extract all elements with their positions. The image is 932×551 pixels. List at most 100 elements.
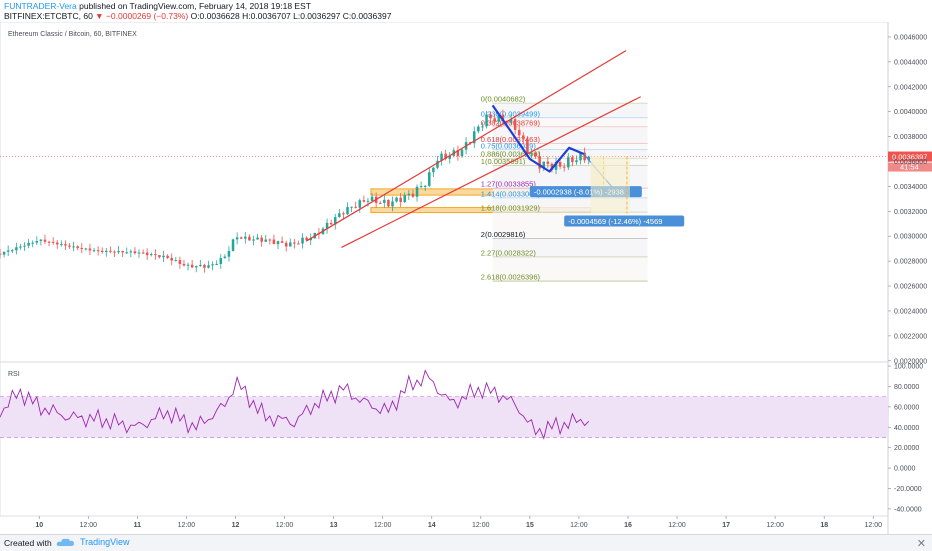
candle-body bbox=[113, 251, 116, 253]
candle-body bbox=[268, 239, 272, 241]
candle-body bbox=[55, 242, 59, 245]
candle-body bbox=[117, 250, 120, 253]
candle-body bbox=[203, 264, 206, 268]
candle-body bbox=[571, 157, 574, 163]
candle-body bbox=[72, 246, 75, 248]
candle-body bbox=[129, 251, 133, 253]
candle-body bbox=[244, 236, 247, 239]
candle-body bbox=[387, 199, 390, 207]
price-axis: Ethereum Classic / Bitcoin, 60, BITFINEX… bbox=[8, 31, 927, 513]
last-price-tag-label: 0.0036397 bbox=[892, 153, 927, 162]
candle-body bbox=[448, 155, 451, 159]
price-tick-label: 0.0046000 bbox=[894, 34, 927, 41]
time-tick-label: 18 bbox=[820, 522, 828, 529]
candle-body bbox=[587, 156, 590, 161]
fib-level-label: 2(0.0029816) bbox=[481, 230, 526, 239]
time-tick-label: 12:00 bbox=[668, 522, 686, 529]
candle-body bbox=[293, 242, 296, 244]
candle-body bbox=[432, 167, 435, 173]
candle-body bbox=[526, 139, 529, 154]
candle-body bbox=[158, 255, 161, 258]
trendline-shallow bbox=[341, 96, 642, 248]
fib-level-label: 0.75(0.0036939) bbox=[481, 141, 537, 150]
candle-body bbox=[260, 237, 263, 242]
fib-band bbox=[492, 117, 648, 128]
fib-level-label: 0(0.0040682) bbox=[481, 95, 526, 104]
chart-grid bbox=[0, 21, 889, 534]
candle-body bbox=[178, 260, 182, 264]
measure-label-bg bbox=[564, 215, 685, 227]
candle-body bbox=[403, 195, 407, 202]
candle-body bbox=[76, 246, 79, 249]
fib-level-label: 2.618(0.0026396) bbox=[481, 273, 541, 282]
price-tick-label: 0.0024000 bbox=[894, 308, 927, 315]
tradingview-brand-link[interactable]: TradingView bbox=[80, 537, 130, 547]
price-tick-label: 0.0038000 bbox=[894, 134, 927, 141]
candle-body bbox=[338, 213, 341, 218]
created-with-label: Created with bbox=[4, 538, 52, 548]
time-tick-label: 12:00 bbox=[570, 522, 588, 529]
rsi-tick-label: 40.0000 bbox=[894, 425, 919, 432]
rsi-band bbox=[0, 396, 888, 438]
publish-header: FUNTRADER-Vera published on TradingView.… bbox=[0, 0, 932, 22]
price-tick-label: 0.0028000 bbox=[894, 259, 927, 266]
candle-body bbox=[60, 244, 63, 246]
candle-body bbox=[227, 251, 231, 257]
fib-level-label: 0.886(0.0036260) bbox=[481, 150, 541, 159]
candle-body bbox=[170, 257, 173, 261]
candle-body bbox=[509, 119, 513, 123]
rsi-line bbox=[0, 369, 590, 440]
price-tick-label: 0.0040000 bbox=[894, 109, 927, 116]
candle-body bbox=[280, 241, 284, 243]
price-tick-label: 0.0026000 bbox=[894, 284, 927, 291]
candle-body bbox=[223, 256, 227, 259]
candle-body bbox=[468, 142, 472, 144]
candle-body bbox=[100, 250, 104, 252]
candle-body bbox=[145, 252, 149, 256]
candle-body bbox=[125, 252, 129, 254]
candle-body bbox=[383, 199, 386, 203]
candle-body bbox=[399, 197, 402, 202]
candle-body bbox=[342, 213, 345, 215]
candle-body bbox=[80, 248, 84, 250]
tradingview-logo-icon bbox=[56, 538, 74, 546]
candle-body bbox=[166, 255, 169, 258]
candlestick-series bbox=[0, 109, 590, 273]
candle-body bbox=[575, 160, 578, 163]
price-tick-label: 0.0042000 bbox=[894, 84, 927, 91]
symbol-info: BITFINEX:ETCBTC, 60 bbox=[4, 11, 93, 21]
candle-body bbox=[567, 157, 570, 168]
candle-body bbox=[35, 241, 39, 243]
candle-body bbox=[39, 239, 43, 242]
candle-body bbox=[472, 131, 476, 144]
fib-level-label: 1.414(0.0033063) bbox=[481, 190, 541, 199]
candle-body bbox=[105, 250, 108, 252]
rsi-tick-label: 80.0000 bbox=[894, 384, 919, 391]
candle-body bbox=[558, 162, 562, 167]
last-price-tag bbox=[888, 151, 932, 162]
close-icon[interactable]: ✕ bbox=[916, 538, 926, 550]
candle-body bbox=[378, 202, 382, 204]
candle-body bbox=[579, 152, 582, 161]
candle-body bbox=[141, 252, 145, 254]
candle-body bbox=[289, 242, 292, 247]
author-link[interactable]: FUNTRADER-Vera bbox=[4, 1, 77, 11]
symbol-line: BITFINEX:ETCBTC, 60 ▼ −0.0000269 (−0.73%… bbox=[4, 11, 391, 21]
candle-body bbox=[513, 119, 517, 130]
candle-body bbox=[211, 264, 214, 266]
candle-body bbox=[333, 217, 337, 225]
candle-body bbox=[583, 152, 586, 161]
candle-body bbox=[489, 114, 492, 119]
time-tick-label: 12 bbox=[232, 522, 240, 529]
candle-body bbox=[444, 153, 447, 159]
candle-body bbox=[546, 161, 550, 164]
candle-body bbox=[346, 207, 349, 215]
candle-body bbox=[2, 251, 6, 255]
candle-body bbox=[264, 239, 268, 242]
candle-body bbox=[354, 206, 357, 208]
candle-body bbox=[190, 264, 194, 268]
candle-body bbox=[182, 263, 186, 266]
candle-body bbox=[252, 239, 255, 241]
candle-body bbox=[207, 265, 210, 268]
